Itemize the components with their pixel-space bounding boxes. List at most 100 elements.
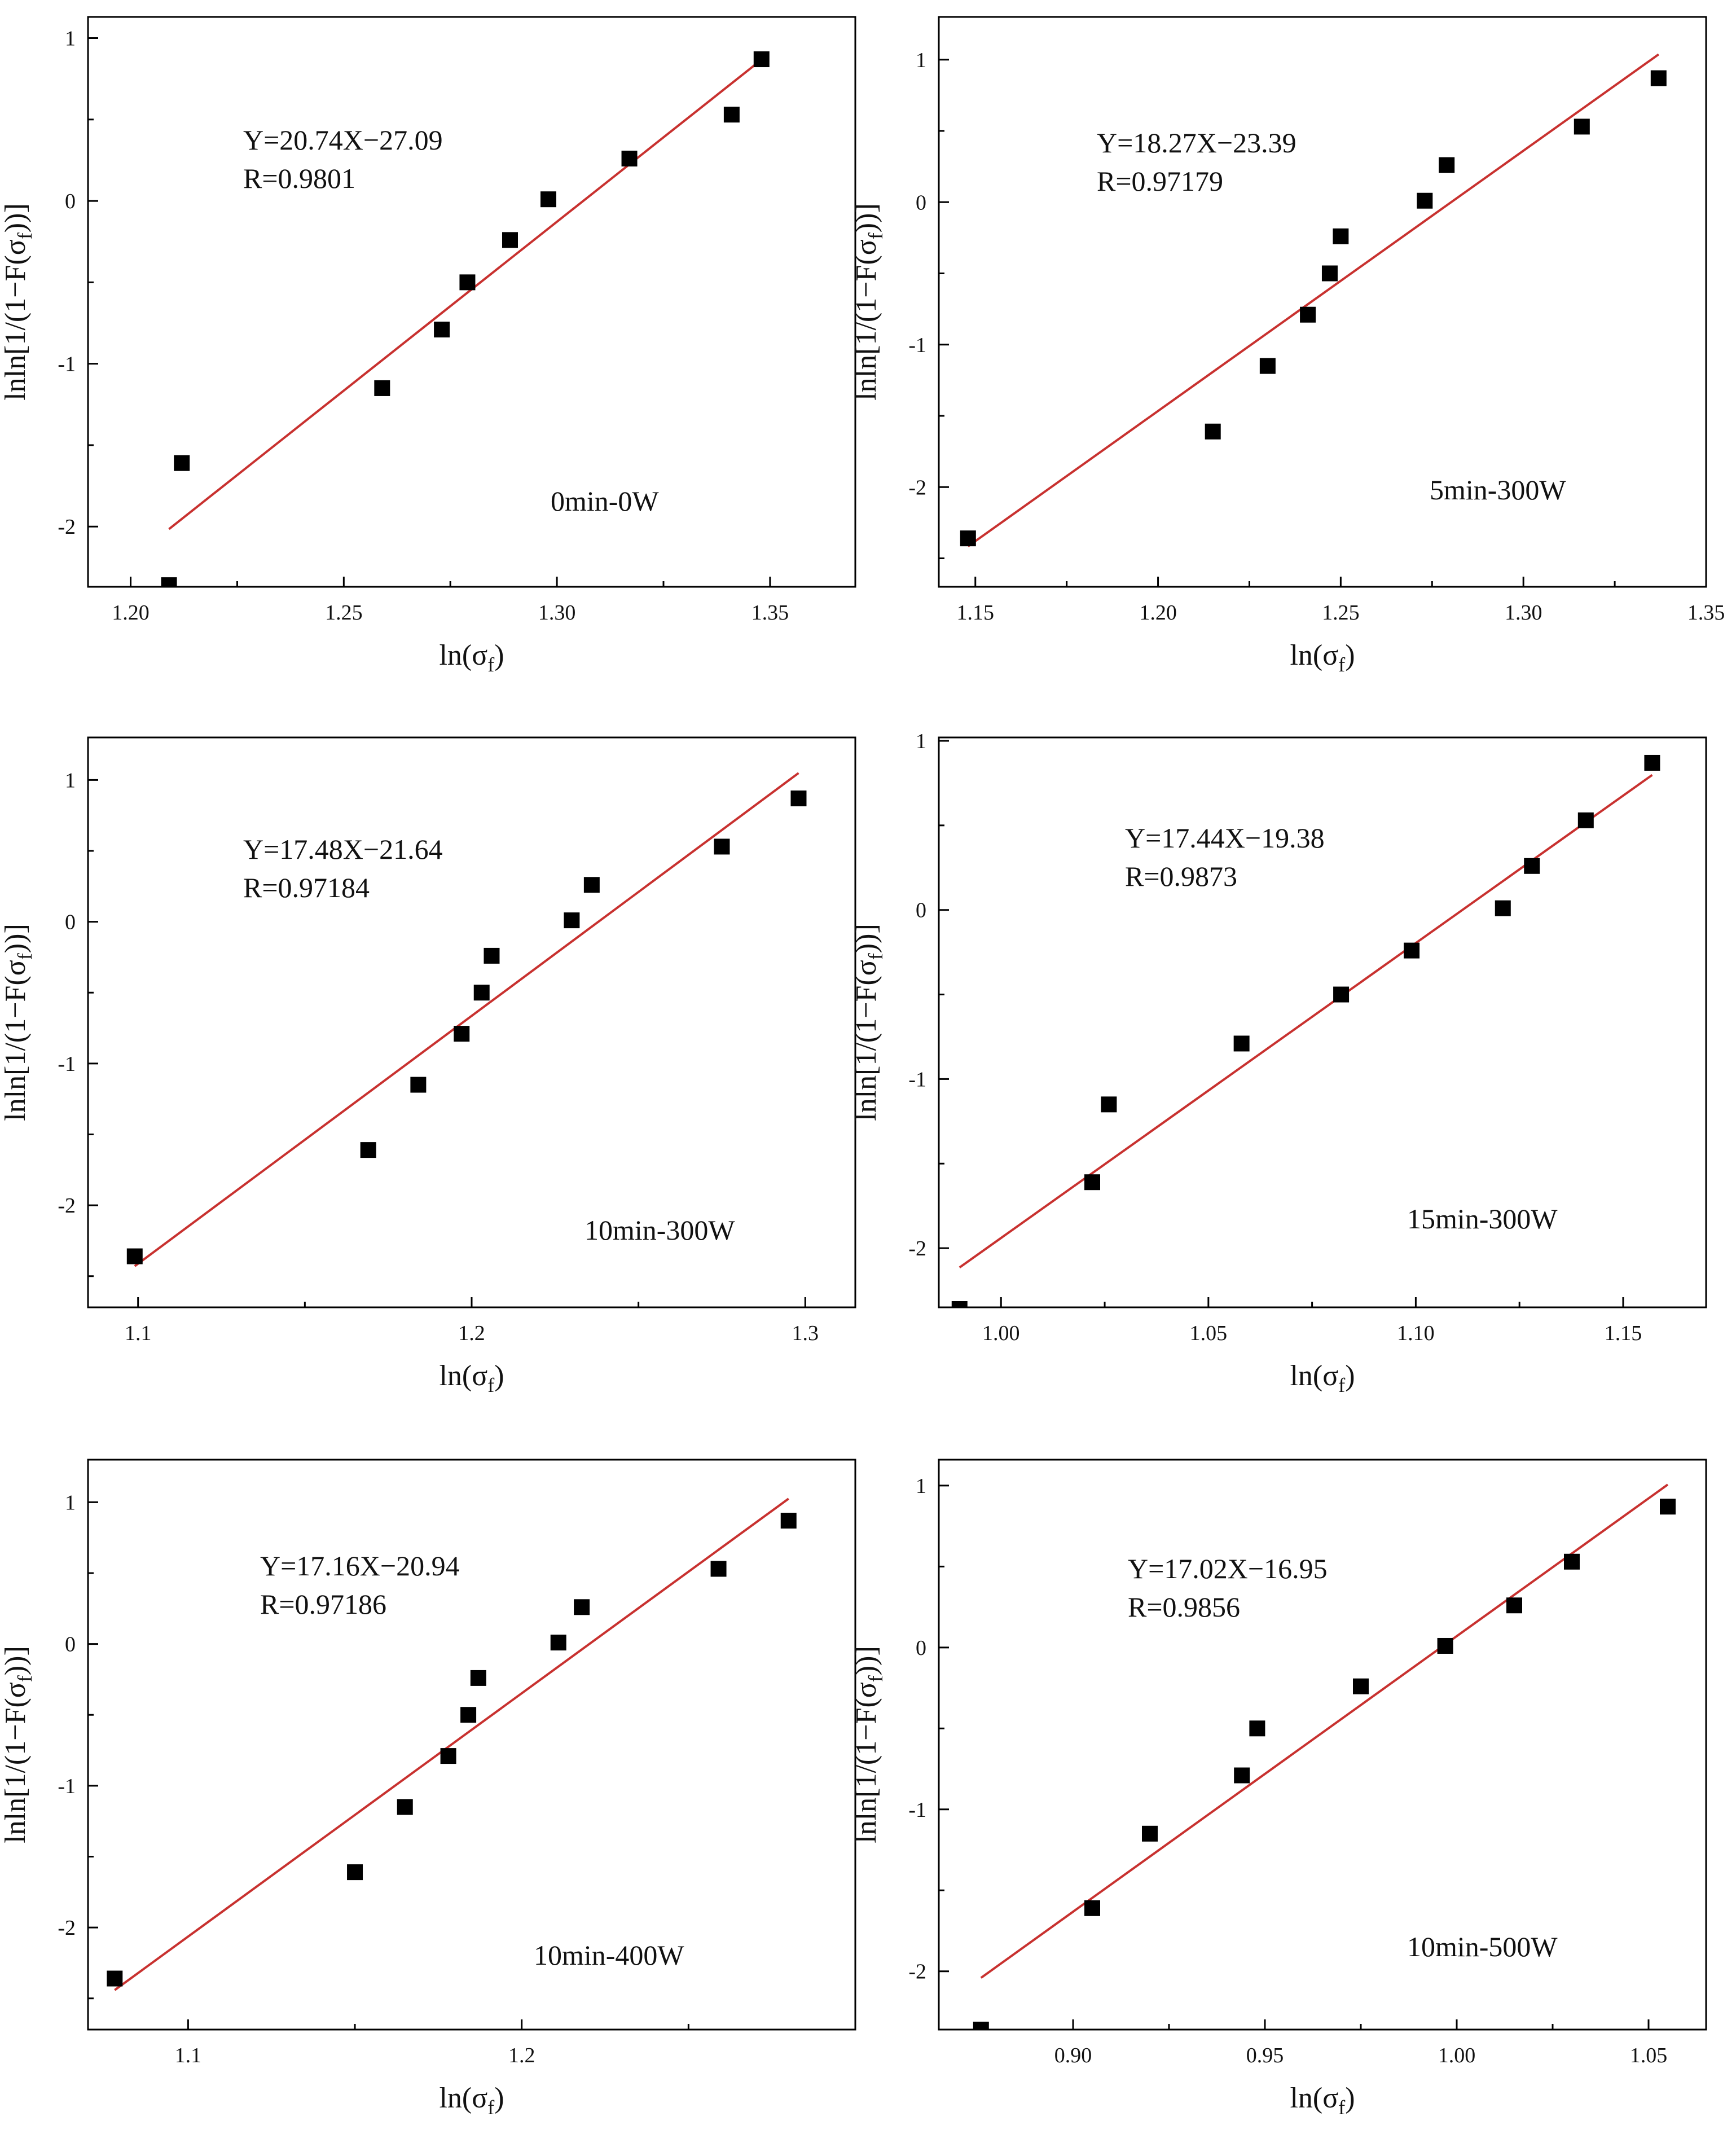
data-point <box>574 1599 590 1615</box>
data-point <box>790 790 807 807</box>
data-point <box>360 1142 376 1158</box>
data-point <box>1353 1678 1369 1694</box>
y-tick-label: 0 <box>916 899 926 923</box>
data-point <box>1084 1174 1100 1191</box>
y-tick-label: 1 <box>65 27 76 51</box>
data-point <box>714 838 730 855</box>
data-point <box>1495 900 1511 916</box>
fit-r-value: R=0.97184 <box>243 872 370 903</box>
data-point <box>1234 1767 1250 1784</box>
plot-frame <box>87 16 856 588</box>
y-tick-label: -1 <box>908 1068 926 1091</box>
x-tick-label: 1.30 <box>1505 601 1542 625</box>
data-points <box>973 1499 1676 2030</box>
x-tick-label: 1.3 <box>792 1321 819 1345</box>
data-points <box>161 51 770 587</box>
data-point <box>347 1864 363 1881</box>
data-point <box>1084 1900 1100 1916</box>
x-axis-title: ln(σf) <box>1290 1360 1355 1396</box>
x-tick-label: 1.2 <box>508 2044 535 2067</box>
chart-panel-2: 1.15 1.20 1.25 1.30 1.35 -2 -1 0 1 Y=18.27X−23.39… <box>850 16 1725 676</box>
data-point <box>1404 942 1420 959</box>
fit-r-value: R=0.97186 <box>260 1588 386 1620</box>
data-point <box>723 107 740 123</box>
x-tick-label: 1.35 <box>1687 601 1725 625</box>
data-point <box>1321 265 1338 282</box>
data-point <box>434 322 450 338</box>
data-point <box>1259 358 1276 374</box>
x-tick-label: 1.15 <box>1605 1321 1642 1345</box>
y-tick-label: -2 <box>58 1194 76 1218</box>
data-point <box>973 2022 989 2030</box>
x-axis-title: ln(σf) <box>439 639 504 676</box>
x-tick-label: 1.30 <box>538 601 576 625</box>
data-point <box>470 1670 486 1686</box>
x-tick-label: 0.95 <box>1246 2044 1284 2067</box>
chart-panel-6: 0.90 0.95 1.00 1.05 -2 -1 0 1 Y=17.02X−16.95 R=0.… <box>850 1459 1707 2119</box>
y-tick-label: -2 <box>908 476 926 499</box>
plot-frame <box>87 1459 856 2031</box>
data-point <box>960 530 976 547</box>
fit-equation: Y=18.27X−23.39 <box>1097 127 1296 159</box>
y-tick-label: -1 <box>58 353 76 376</box>
data-points <box>951 754 1660 1307</box>
fit-line <box>959 774 1653 1269</box>
data-point <box>1437 1637 1453 1654</box>
data-point <box>1439 157 1455 173</box>
x-tick-label: 1.1 <box>175 2044 202 2067</box>
data-point <box>484 947 500 964</box>
y-tick-label: 0 <box>65 190 76 213</box>
data-point <box>1142 1825 1158 1842</box>
y-axis-title: lnln[1/(1−F(σf))] <box>850 1646 887 1843</box>
x-tick-label: 1.05 <box>1190 1321 1228 1345</box>
fit-line <box>114 1497 789 1991</box>
x-tick-label: 1.05 <box>1630 2044 1668 2067</box>
y-tick-label: -2 <box>58 515 76 539</box>
data-point <box>1205 423 1221 440</box>
x-tick-label: 1.25 <box>1322 601 1360 625</box>
data-points <box>960 70 1667 547</box>
data-point <box>460 1707 477 1723</box>
plot-frame <box>938 736 1707 1308</box>
fit-r-value: R=0.9801 <box>243 163 355 194</box>
data-point <box>710 1561 727 1577</box>
x-tick-label: 1.1 <box>125 1321 152 1345</box>
condition-label: 10min-400W <box>534 1939 684 1971</box>
fit-equation: Y=17.16X−20.94 <box>260 1550 460 1582</box>
y-axis-title: lnln[1/(1−F(σf))] <box>0 924 36 1121</box>
y-tick-label: -1 <box>908 333 926 357</box>
data-point <box>753 51 770 68</box>
y-axis-title: lnln[1/(1−F(σf))] <box>0 1646 36 1843</box>
data-point <box>397 1799 413 1815</box>
data-point <box>1564 1553 1580 1570</box>
x-tick-label: 1.15 <box>957 601 995 625</box>
y-tick-label: -1 <box>58 1052 76 1076</box>
data-points <box>126 790 807 1264</box>
plot-frame <box>938 1459 1707 2031</box>
condition-label: 10min-300W <box>584 1214 735 1246</box>
data-point <box>107 1970 123 1987</box>
fit-line <box>134 772 799 1267</box>
data-point <box>540 191 556 208</box>
chart-panel-5: 1.1 1.2 -2 -1 0 1 Y=17.16X−20.94 R=0.97186 10min… <box>0 1459 856 2119</box>
y-tick-label: 0 <box>916 191 926 214</box>
x-tick-label: 1.20 <box>1139 601 1177 625</box>
data-point <box>1333 228 1349 244</box>
fit-line <box>967 53 1659 547</box>
data-point <box>1249 1720 1265 1737</box>
chart-panel-1: 1.20 1.25 1.30 1.35 -2 -1 0 1 Y=20.74X−27.09 R=0.… <box>0 16 856 676</box>
x-axis-title: ln(σf) <box>1290 639 1355 676</box>
y-tick-label: -1 <box>58 1775 76 1798</box>
data-point <box>502 232 518 248</box>
data-point <box>564 912 580 929</box>
x-tick-label: 1.2 <box>458 1321 485 1345</box>
y-tick-label: -2 <box>908 1237 926 1261</box>
data-point <box>1660 1499 1676 1515</box>
x-tick-label: 0.90 <box>1054 2044 1092 2067</box>
y-axis-title: lnln[1/(1−F(σf))] <box>850 203 887 401</box>
data-point <box>583 877 600 893</box>
data-point <box>1333 986 1350 1003</box>
y-tick-label: 0 <box>916 1636 926 1660</box>
x-tick-label: 1.10 <box>1397 1321 1435 1345</box>
fit-r-value: R=0.9856 <box>1128 1591 1240 1623</box>
